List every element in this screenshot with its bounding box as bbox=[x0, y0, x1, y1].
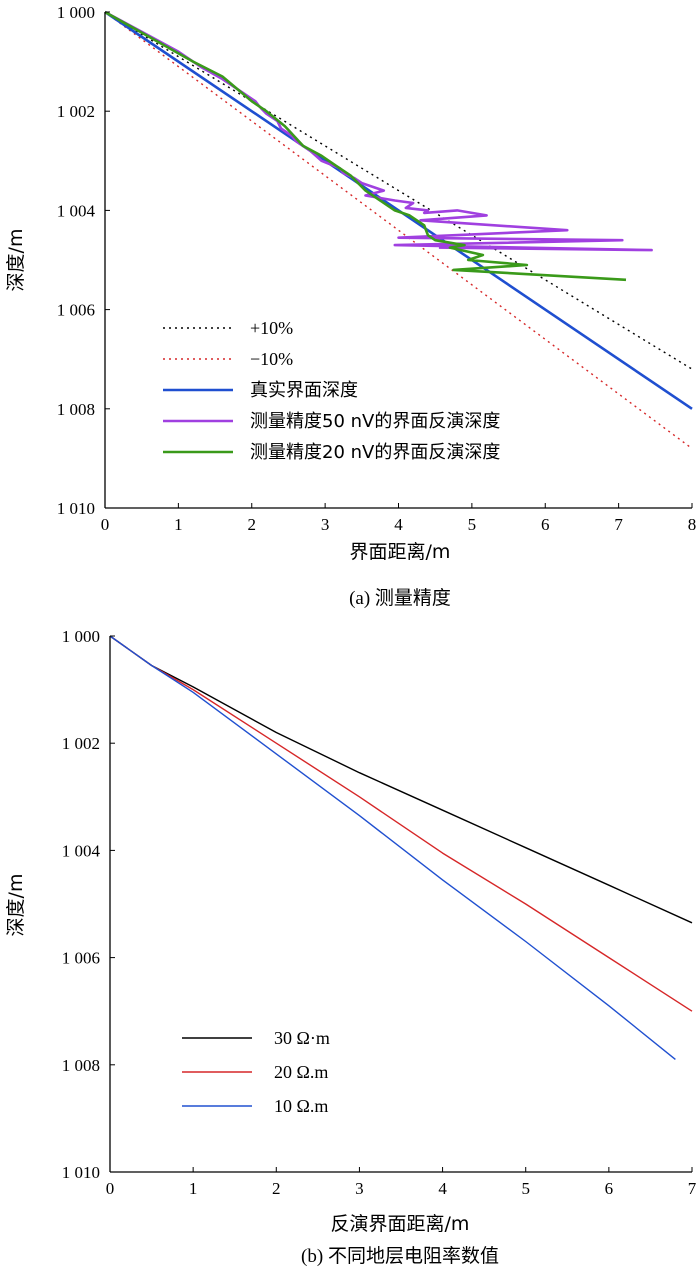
x-tick-label: 6 bbox=[605, 1179, 614, 1198]
chart-panel-b: 0 1 2 3 4 5 6 7 1 000 1 002 1 004 1 006 1 008 1 0 10 … bbox=[5, 627, 697, 1267]
series-line bbox=[104, 10, 627, 282]
y-tick-label: 1 008 bbox=[62, 1056, 100, 1075]
series-line bbox=[109, 635, 676, 1060]
caption-a: (a) 测量精度 bbox=[349, 587, 451, 609]
legend-label: 30 Ω·m bbox=[274, 1028, 330, 1048]
x-tick-label: 2 bbox=[248, 515, 257, 534]
x-tick-label: 4 bbox=[438, 1179, 447, 1198]
x-tick-label: 3 bbox=[321, 515, 330, 534]
x-tick-labels-b: 0 1 2 3 4 5 6 7 bbox=[106, 1179, 697, 1198]
x-tick-label: 2 bbox=[272, 1179, 281, 1198]
x-tick-label: 1 bbox=[174, 515, 183, 534]
y-tick-label: 1 002 bbox=[62, 734, 100, 753]
y-tick-label: 1 008 bbox=[57, 400, 95, 419]
x-axis-label-b: 反演界面距离/m bbox=[331, 1213, 470, 1235]
series-layer-a bbox=[104, 10, 693, 450]
x-tick-labels-a: 0 1 2 3 4 5 6 7 8 bbox=[101, 515, 697, 534]
legend-label: 真实界面深度 bbox=[250, 380, 358, 401]
series-line bbox=[104, 10, 653, 252]
y-tick-label: 1 000 bbox=[62, 627, 100, 646]
legend-label: 20 Ω.m bbox=[274, 1062, 328, 1082]
x-tick-label: 7 bbox=[614, 515, 623, 534]
y-tick-label: 1 004 bbox=[62, 841, 101, 860]
y-tick-label: 1 010 bbox=[62, 1163, 100, 1182]
series-line bbox=[109, 635, 693, 1012]
y-tick-labels-a: 1 000 1 002 1 004 1 006 1 008 1 010 bbox=[57, 3, 96, 518]
x-axis-label-a: 界面距离/m bbox=[350, 541, 451, 563]
y-tick-labels-b: 1 000 1 002 1 004 1 006 1 008 1 010 bbox=[62, 627, 101, 1182]
legend-label: 10 Ω.m bbox=[274, 1096, 328, 1116]
series-line bbox=[109, 635, 693, 924]
legend-label: −10% bbox=[250, 349, 293, 369]
series-line bbox=[104, 11, 693, 450]
x-tick-label: 7 bbox=[688, 1179, 697, 1198]
legend-label: 测量精度50 nV的界面反演深度 bbox=[250, 411, 500, 432]
legend-label: +10% bbox=[250, 318, 293, 338]
y-tick-label: 1 006 bbox=[57, 301, 95, 320]
x-tick-label: 0 bbox=[106, 1179, 115, 1198]
x-tick-label: 5 bbox=[521, 1179, 530, 1198]
legend-label: 测量精度20 nV的界面反演深度 bbox=[250, 442, 500, 463]
y-tick-label: 1 010 bbox=[57, 499, 95, 518]
series-line bbox=[104, 11, 693, 370]
y-tick-label: 1 000 bbox=[57, 3, 95, 22]
x-tick-label: 1 bbox=[189, 1179, 198, 1198]
y-axis-label-b: 深度/m bbox=[5, 874, 27, 937]
axis-layer-b bbox=[109, 635, 693, 1173]
y-axis-label-a: 深度/m bbox=[5, 229, 27, 292]
x-tick-label: 6 bbox=[541, 515, 550, 534]
legend-b: 30 Ω·m 20 Ω.m 10 Ω.m bbox=[182, 1028, 330, 1116]
series-layer-b bbox=[109, 635, 693, 1060]
x-tick-label: 5 bbox=[468, 515, 477, 534]
x-tick-label: 0 bbox=[101, 515, 110, 534]
axis-layer-a bbox=[104, 11, 693, 509]
y-tick-label: 1 006 bbox=[62, 949, 100, 968]
caption-b: (b) 不同地层电阻率数值 bbox=[301, 1245, 499, 1267]
x-tick-label: 4 bbox=[394, 515, 403, 534]
y-tick-label: 1 002 bbox=[57, 102, 95, 121]
y-tick-label: 1 004 bbox=[57, 201, 96, 220]
x-tick-label: 3 bbox=[355, 1179, 364, 1198]
x-tick-label: 8 bbox=[688, 515, 697, 534]
chart-panel-a: 0 1 2 3 4 5 6 7 8 1 000 1 002 1 004 1 006 1 008 1 010… bbox=[5, 3, 696, 609]
